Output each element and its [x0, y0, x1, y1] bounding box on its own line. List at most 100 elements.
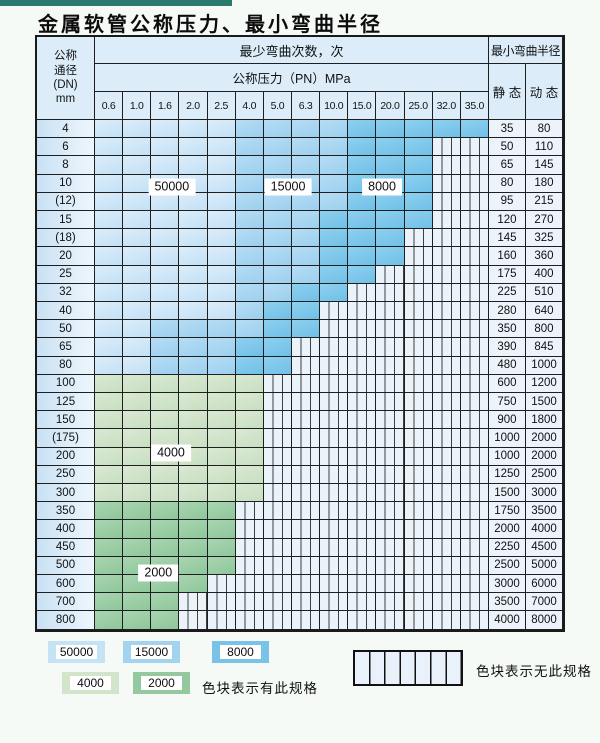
spec-band-cell — [207, 447, 236, 466]
spec-band-cell — [207, 502, 236, 521]
spec-band-cell — [123, 465, 152, 485]
static-value-cell: 480 — [488, 356, 526, 375]
no-spec-cell — [376, 520, 405, 539]
no-spec-cell — [404, 374, 433, 394]
spec-band-cell — [151, 247, 180, 266]
spec-band-cell — [235, 302, 264, 321]
no-spec-cell — [432, 502, 461, 521]
spec-band-cell — [179, 465, 208, 485]
no-spec-cell — [291, 411, 321, 430]
spec-band-cell — [123, 120, 152, 139]
no-spec-cell — [348, 393, 377, 412]
spec-band-cell — [320, 283, 349, 303]
spec-band-cell — [263, 138, 292, 157]
spec-band-cell — [123, 283, 152, 303]
static-value-cell: 750 — [488, 393, 526, 412]
cycle-count-label: 2000 — [138, 564, 179, 582]
no-spec-cell — [348, 320, 377, 339]
spec-band-cell — [95, 393, 124, 412]
no-spec-cell — [376, 374, 405, 394]
spec-band-cell — [95, 374, 124, 394]
dn-label-cell: 32 — [37, 283, 95, 303]
spec-band-cell — [123, 174, 152, 193]
spec-band-cell — [263, 156, 292, 175]
no-spec-cell — [348, 447, 377, 466]
dn-label-cell: (12) — [37, 192, 95, 212]
dn-label-cell: 10 — [37, 174, 95, 193]
no-spec-cell — [348, 283, 377, 303]
no-spec-cell — [348, 538, 377, 557]
hose-spec-table: 公称 通径 (DN) mm 最少弯曲次数，次 最小弯曲半径 公称压力（PN）MPa 静… — [35, 35, 565, 632]
no-spec-cell — [460, 138, 489, 157]
spec-band-cell — [179, 120, 208, 139]
spec-band-cell — [404, 138, 433, 157]
dn-label-cell: (175) — [37, 429, 95, 448]
spec-band-cell — [95, 229, 124, 248]
no-spec-cell — [263, 465, 292, 485]
spec-band-cell — [151, 374, 180, 394]
spec-band-cell — [179, 156, 208, 175]
spec-band-cell — [235, 356, 264, 375]
static-value-cell: 900 — [488, 411, 526, 430]
no-spec-cell — [263, 429, 292, 448]
no-spec-cell — [460, 429, 489, 448]
spec-band-cell — [151, 120, 180, 139]
no-spec-cell — [432, 447, 461, 466]
no-spec-cell — [320, 411, 349, 430]
no-spec-cell — [404, 520, 433, 539]
no-spec-cell — [432, 520, 461, 539]
no-spec-cell — [207, 593, 236, 612]
spec-band-cell — [291, 247, 321, 266]
spec-band-cell — [151, 356, 180, 375]
no-spec-cell — [460, 356, 489, 375]
no-spec-cell — [320, 538, 349, 557]
no-spec-cell — [291, 356, 321, 375]
spec-band-cell — [95, 283, 124, 303]
spec-band-cell — [320, 211, 349, 230]
spec-band-cell — [207, 156, 236, 175]
cycle-count-label: 4000 — [151, 444, 191, 462]
spec-band-cell — [263, 338, 292, 357]
spec-band-cell — [291, 283, 321, 303]
no-spec-cell — [404, 611, 433, 630]
spec-band-cell — [123, 229, 152, 248]
no-spec-cell — [404, 302, 433, 321]
dynamic-value-cell: 1200 — [525, 374, 563, 394]
no-spec-cell — [460, 447, 489, 466]
dynamic-value-cell: 6000 — [525, 575, 563, 594]
no-spec-cell — [460, 229, 489, 248]
no-spec-cell — [432, 575, 461, 594]
corner-header-line: 通径 — [54, 64, 77, 77]
spec-band-cell — [235, 320, 264, 339]
dynamic-value-cell: 3000 — [525, 484, 563, 503]
spec-band-cell — [151, 393, 180, 412]
static-value-cell: 35 — [488, 120, 526, 139]
spec-band-cell — [95, 556, 124, 576]
dn-label-cell: 250 — [37, 465, 95, 485]
spec-band-cell — [207, 283, 236, 303]
header-nominal-pressure: 公称压力（PN）MPa — [95, 64, 489, 92]
spec-band-cell — [235, 211, 264, 230]
spec-band-cell — [207, 374, 236, 394]
no-spec-cell — [432, 338, 461, 357]
no-spec-cell — [460, 538, 489, 557]
legend-swatch-label: 15000 — [131, 645, 172, 659]
no-spec-cell — [291, 393, 321, 412]
no-spec-cell — [432, 593, 461, 612]
spec-band-cell — [235, 229, 264, 248]
dynamic-value-cell: 180 — [525, 174, 563, 193]
spec-band-cell — [151, 265, 180, 284]
page-title: 金属软管公称压力、最小弯曲半径 — [38, 12, 383, 36]
spec-band-cell — [123, 374, 152, 394]
no-spec-cell — [263, 374, 292, 394]
spec-band-cell — [207, 302, 236, 321]
spec-band-cell — [179, 302, 208, 321]
no-spec-cell — [348, 374, 377, 394]
spec-band-cell — [179, 283, 208, 303]
no-spec-cell — [263, 393, 292, 412]
no-spec-cell — [207, 575, 236, 594]
no-spec-cell — [348, 593, 377, 612]
dynamic-value-cell: 845 — [525, 338, 563, 357]
static-value-cell: 4000 — [488, 611, 526, 630]
no-spec-cell — [291, 338, 321, 357]
